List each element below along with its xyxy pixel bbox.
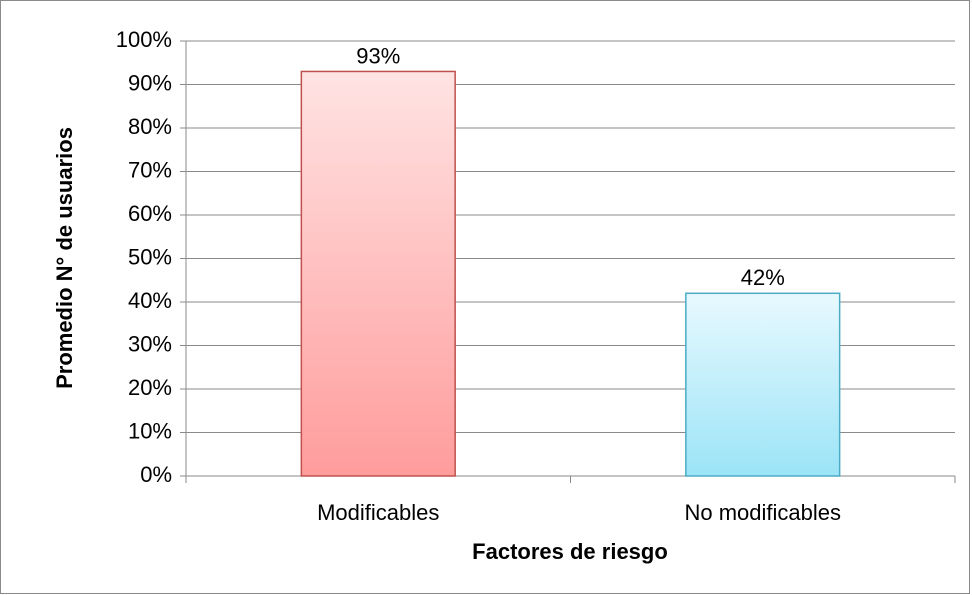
- x-tick-label: Modificables: [317, 500, 439, 525]
- y-tick-label: 30%: [128, 331, 172, 356]
- y-tick-label: 80%: [128, 114, 172, 139]
- x-axis-title: Factores de riesgo: [472, 539, 668, 564]
- y-tick-label: 10%: [128, 418, 172, 443]
- y-tick-label: 100%: [116, 27, 172, 52]
- y-tick-label: 50%: [128, 244, 172, 269]
- bar: [300, 70, 456, 477]
- y-tick-label: 0%: [140, 462, 172, 487]
- y-tick-label: 70%: [128, 157, 172, 182]
- bar: [685, 292, 841, 477]
- y-tick-label: 90%: [128, 70, 172, 95]
- data-label: 93%: [356, 43, 400, 68]
- y-tick-label: 40%: [128, 288, 172, 313]
- data-label: 42%: [741, 265, 785, 290]
- y-tick-label: 20%: [128, 375, 172, 400]
- x-tick-label: No modificables: [684, 500, 841, 525]
- y-axis-title: Promedio N° de usuarios: [52, 127, 77, 389]
- y-tick-label: 60%: [128, 201, 172, 226]
